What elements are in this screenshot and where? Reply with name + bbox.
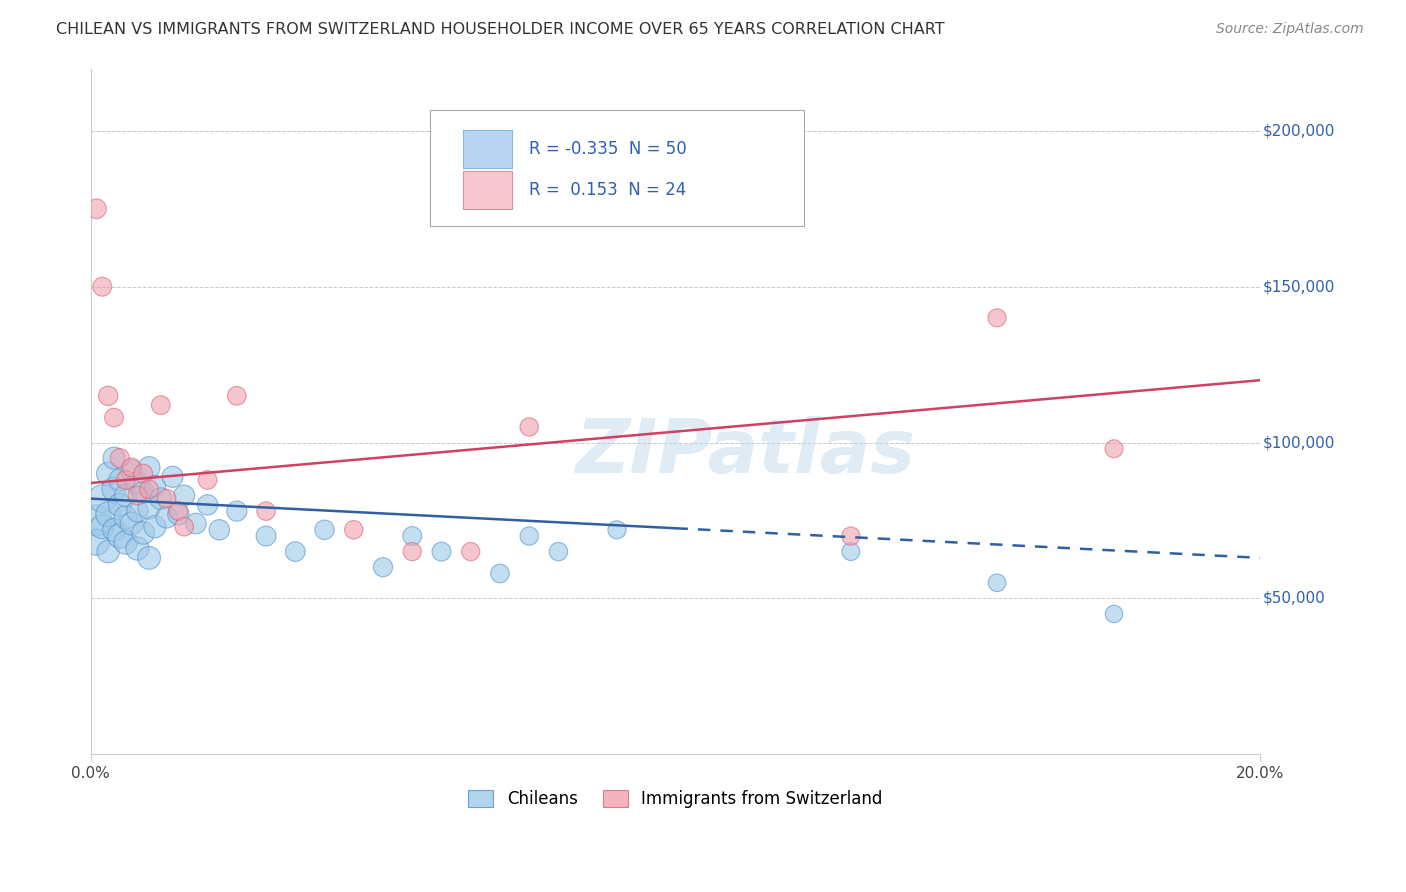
Point	[371, 560, 394, 574]
Point	[184, 516, 207, 531]
Point	[143, 519, 166, 533]
Point	[284, 544, 307, 558]
Point	[167, 507, 190, 521]
Point	[97, 507, 120, 521]
Point	[97, 389, 120, 403]
Point	[986, 310, 1008, 325]
Point	[97, 544, 120, 558]
Text: CHILEAN VS IMMIGRANTS FROM SWITZERLAND HOUSEHOLDER INCOME OVER 65 YEARS CORRELAT: CHILEAN VS IMMIGRANTS FROM SWITZERLAND H…	[56, 22, 945, 37]
Point	[132, 467, 155, 481]
Text: R =  0.153  N = 24: R = 0.153 N = 24	[529, 181, 686, 199]
Text: R = -0.335  N = 50: R = -0.335 N = 50	[529, 140, 688, 158]
Point	[138, 483, 160, 497]
Point	[986, 575, 1008, 590]
Point	[86, 535, 108, 549]
Point	[254, 504, 277, 518]
Point	[91, 491, 114, 506]
Point	[97, 467, 120, 481]
Point	[121, 464, 143, 478]
Point	[103, 410, 125, 425]
Point	[156, 510, 179, 524]
Legend: Chileans, Immigrants from Switzerland: Chileans, Immigrants from Switzerland	[461, 783, 889, 814]
Point	[149, 398, 172, 412]
Point	[606, 523, 628, 537]
Text: $50,000: $50,000	[1263, 591, 1326, 606]
Point	[138, 460, 160, 475]
FancyBboxPatch shape	[463, 171, 512, 209]
Point	[225, 504, 247, 518]
Point	[162, 470, 184, 484]
Point	[547, 544, 569, 558]
Point	[86, 202, 108, 216]
Text: Source: ZipAtlas.com: Source: ZipAtlas.com	[1216, 22, 1364, 37]
Point	[173, 519, 195, 533]
Point	[127, 504, 149, 518]
Point	[103, 483, 125, 497]
Point	[1102, 442, 1125, 456]
Point	[108, 529, 131, 543]
Point	[839, 544, 862, 558]
Point	[127, 476, 149, 491]
Point	[121, 460, 143, 475]
Text: $100,000: $100,000	[1263, 435, 1334, 450]
Point	[254, 529, 277, 543]
Point	[143, 479, 166, 493]
Text: ZIPatlas: ZIPatlas	[575, 416, 915, 489]
Point	[225, 389, 247, 403]
Point	[114, 510, 136, 524]
Point	[197, 498, 219, 512]
Point	[103, 523, 125, 537]
Point	[108, 473, 131, 487]
Point	[149, 491, 172, 506]
Point	[127, 489, 149, 503]
Point	[430, 544, 453, 558]
Point	[1102, 607, 1125, 621]
Point	[839, 529, 862, 543]
Point	[517, 420, 540, 434]
Point	[517, 529, 540, 543]
Point	[108, 498, 131, 512]
Point	[138, 550, 160, 565]
Point	[132, 485, 155, 500]
Point	[103, 451, 125, 466]
Point	[114, 473, 136, 487]
Point	[156, 491, 179, 506]
Point	[91, 279, 114, 293]
Point	[86, 513, 108, 527]
Point	[208, 523, 231, 537]
Point	[401, 544, 423, 558]
Point	[91, 519, 114, 533]
Point	[132, 525, 155, 540]
FancyBboxPatch shape	[430, 110, 804, 227]
Point	[114, 489, 136, 503]
Point	[167, 504, 190, 518]
Point	[114, 535, 136, 549]
Point	[108, 451, 131, 466]
Point	[138, 500, 160, 515]
Point	[127, 541, 149, 556]
Point	[121, 516, 143, 531]
FancyBboxPatch shape	[463, 130, 512, 168]
Point	[314, 523, 336, 537]
Text: $150,000: $150,000	[1263, 279, 1334, 294]
Point	[460, 544, 482, 558]
Text: $200,000: $200,000	[1263, 123, 1334, 138]
Point	[173, 489, 195, 503]
Point	[197, 473, 219, 487]
Point	[401, 529, 423, 543]
Point	[489, 566, 512, 581]
Point	[343, 523, 366, 537]
